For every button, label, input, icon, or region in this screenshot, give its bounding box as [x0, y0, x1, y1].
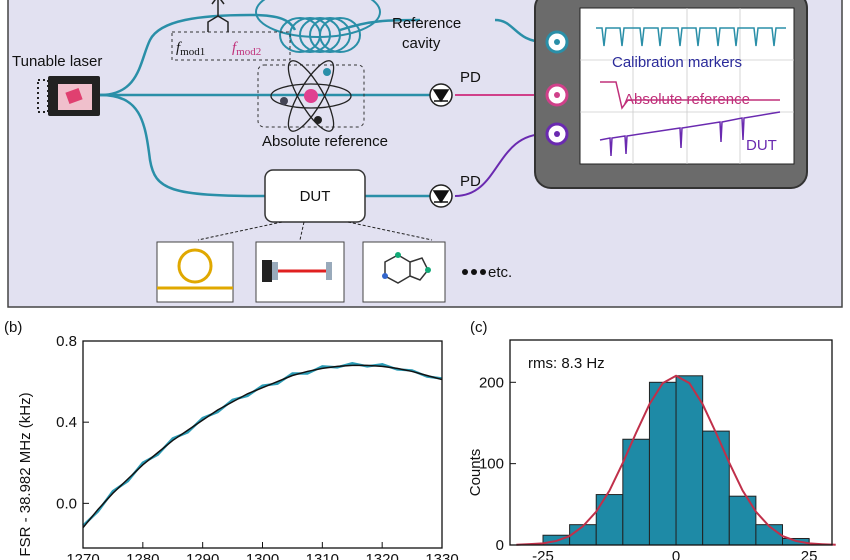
- schematic: Reference cavity fmod1 fmod2 Tunable las…: [7, 0, 843, 308]
- etc-label: etc.: [488, 264, 512, 281]
- bar: [675, 375, 704, 546]
- x-tick-label: 1270: [66, 551, 99, 560]
- bar: [595, 494, 624, 546]
- cavity-label: Reference: [392, 15, 461, 32]
- screen-label: Calibration markers: [612, 54, 742, 71]
- bar: [648, 381, 677, 546]
- bar: [569, 524, 597, 546]
- bar: [622, 438, 650, 546]
- photodiode: [429, 184, 453, 208]
- y-axis-label: Counts: [467, 449, 484, 497]
- y-tick-label: 100: [479, 456, 504, 473]
- cavity-label: cavity: [402, 35, 441, 52]
- panel-label: (c): [470, 319, 488, 336]
- x-tick-label: 1300: [246, 551, 279, 560]
- screen-label: DUT: [746, 137, 777, 154]
- pd-label: PD: [460, 173, 481, 190]
- fiber: [99, 13, 297, 97]
- x-tick-label: 1280: [126, 551, 159, 560]
- inputs: [545, 30, 569, 146]
- y-tick-label: 200: [479, 374, 504, 391]
- modulation-box: [171, 31, 291, 61]
- absolute-reference-label: Absolute reference: [262, 133, 388, 150]
- laser-icon: [37, 76, 100, 116]
- arrow: [211, 0, 225, 5]
- dut-box: [264, 169, 366, 223]
- symbol: f: [176, 40, 182, 56]
- plot-frame: [509, 339, 833, 546]
- data-line: [82, 362, 443, 527]
- x-tick-label: 1320: [365, 551, 398, 560]
- x-tick-label: 1290: [186, 551, 219, 560]
- trace: [596, 27, 786, 47]
- y-tick-label: 0: [496, 537, 504, 554]
- f-mod1: fmod1: [176, 40, 205, 58]
- x-tick-label: 1330: [425, 551, 458, 560]
- bar: [702, 430, 730, 546]
- photodiode: [429, 83, 453, 107]
- annotation: rms: 8.3 Hz: [528, 355, 605, 372]
- x-tick-label: 0: [672, 548, 680, 560]
- atom-icon: [270, 60, 352, 132]
- x-tick-label: 25: [801, 548, 818, 560]
- y-tick-label: 0.8: [56, 333, 77, 350]
- charts: (b) FSR - 38.982 MHz (kHz) 0.0 0.4 0.8 1270 12…: [4, 319, 836, 560]
- laser-label: Tunable laser: [12, 53, 102, 70]
- trace: [599, 111, 781, 157]
- arrow: [299, 221, 305, 241]
- y-tick-label: 0.4: [56, 414, 77, 431]
- cable: [454, 133, 546, 197]
- dut-examples: [156, 241, 446, 303]
- bar: [755, 524, 784, 546]
- pd-label: PD: [460, 69, 481, 86]
- data-line: [82, 364, 443, 529]
- atom-box: [257, 64, 365, 128]
- x-tick-label: -25: [532, 548, 554, 560]
- x-tick-label: 1310: [306, 551, 339, 560]
- fit-curve: [516, 374, 836, 546]
- subscript: mod1: [180, 46, 205, 58]
- y-axis-label: FSR - 38.982 MHz (kHz): [17, 392, 34, 556]
- plot-frame: [82, 340, 443, 549]
- subscript: mod2: [236, 46, 261, 58]
- y-tick-label: 0.0: [56, 495, 77, 512]
- f-mod2: fmod2: [232, 40, 261, 58]
- symbol: f: [232, 40, 238, 56]
- arrows: [197, 221, 433, 241]
- ellipsis: [462, 269, 486, 275]
- screen-label: Absolute reference: [624, 91, 750, 108]
- panel-label: (b): [4, 319, 22, 336]
- dut-label: DUT: [300, 188, 331, 205]
- trace: [600, 81, 780, 110]
- fiber: [99, 93, 266, 198]
- screen-grid: [580, 8, 794, 164]
